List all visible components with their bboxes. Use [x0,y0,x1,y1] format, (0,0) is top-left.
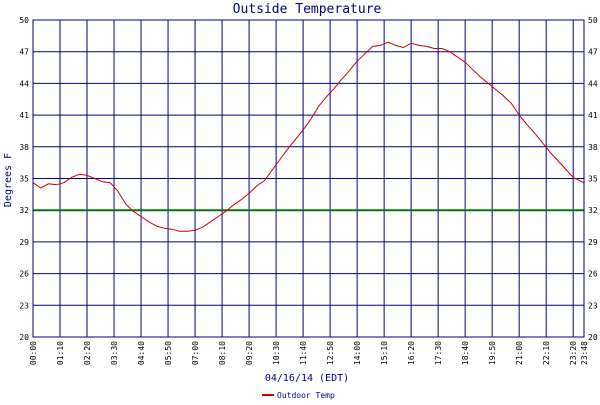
y-tick-label: 47 [588,48,598,57]
y-tick-label: 44 [19,79,29,88]
x-tick-label: 05:50 [164,341,173,365]
x-tick-label: 18:40 [461,341,470,365]
y-axis-left-ticks: 20 23 26 29 32 35 38 41 44 47 50 [19,16,29,342]
y-tick-label: 38 [19,143,29,152]
x-tick-label: 23:20 [569,341,578,365]
plot-frame [32,19,585,338]
y-tick-label: 26 [19,270,29,279]
x-tick-label: 02:20 [83,341,92,365]
y-tick-label: 29 [19,238,29,247]
x-tick-label: 15:10 [380,341,389,365]
series-group [32,41,585,232]
x-tick-label: 14:00 [353,341,362,365]
x-tick-label: 10:30 [272,341,281,365]
x-tick-label: 16:20 [407,341,416,365]
y-tick-label: 35 [588,175,598,184]
y-tick-label: 23 [19,301,29,310]
y-axis-label: Degrees F [3,153,14,207]
y-tick-label: 35 [19,175,29,184]
y-tick-label: 32 [588,206,598,215]
x-tick-label: 09:20 [245,341,254,365]
x-tick-label: 12:50 [326,341,335,365]
x-tick-label: 23:48 [580,341,589,365]
legend-label-outdoor-temp: Outdoor Temp [277,391,335,400]
y-tick-label: 50 [588,16,598,25]
y-tick-label: 26 [588,270,598,279]
chart-title: Outside Temperature [233,2,382,17]
legend: Outdoor Temp [262,391,335,400]
y-tick-label: 29 [588,238,598,247]
y-tick-label: 20 [588,333,598,342]
x-axis-ticks: 00:00 01:10 02:20 03:30 04:40 05:50 07:00 08:10… [29,341,589,365]
x-tick-label: 07:00 [191,341,200,365]
x-tick-label: 08:10 [218,341,227,365]
x-tick-label: 01:10 [56,341,65,365]
y-tick-label: 50 [19,16,29,25]
x-tick-label: 04:40 [137,341,146,365]
y-tick-label: 38 [588,143,598,152]
y-tick-label: 23 [588,301,598,310]
x-tick-label: 00:00 [29,341,38,365]
x-tick-label: 19:50 [488,341,497,365]
y-axis-right-ticks: 20 23 26 29 32 35 38 41 44 47 50 [588,16,598,342]
series-line-outdoor-temp [32,41,585,232]
y-tick-label: 44 [588,79,598,88]
x-tick-label: 03:30 [110,341,119,365]
y-tick-label: 32 [19,206,29,215]
x-tick-label: 21:00 [515,341,524,365]
x-axis-label: 04/16/14 (EDT) [265,373,349,384]
x-tick-label: 22:10 [542,341,551,365]
x-tick-label: 11:40 [299,341,308,365]
y-tick-label: 47 [19,48,29,57]
y-tick-label: 41 [588,111,598,120]
y-tick-label: 41 [19,111,29,120]
y-tick-label: 20 [19,333,29,342]
x-tick-label: 17:30 [434,341,443,365]
